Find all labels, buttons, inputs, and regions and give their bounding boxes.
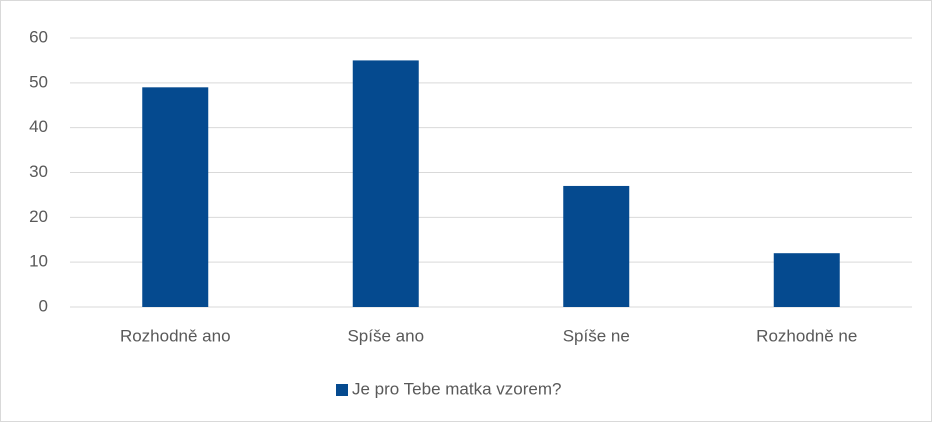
y-tick-label: 60: [29, 27, 48, 46]
y-tick-label: 20: [29, 207, 48, 226]
legend-label: Je pro Tebe matka vzorem?: [352, 379, 561, 398]
bar: [773, 253, 840, 307]
x-tick-label: Spíše ne: [563, 326, 630, 345]
x-tick-label: Rozhodně ne: [756, 326, 857, 345]
bar: [142, 87, 209, 307]
y-tick-label: 40: [29, 117, 48, 136]
legend-swatch: [336, 384, 348, 396]
x-tick-label: Rozhodně ano: [120, 326, 231, 345]
bar: [563, 185, 630, 307]
y-tick-label: 0: [39, 296, 48, 315]
bar: [352, 60, 419, 307]
x-tick-label: Spíše ano: [347, 326, 424, 345]
y-tick-label: 30: [29, 162, 48, 181]
y-tick-label: 10: [29, 252, 48, 271]
y-tick-label: 50: [29, 72, 48, 91]
